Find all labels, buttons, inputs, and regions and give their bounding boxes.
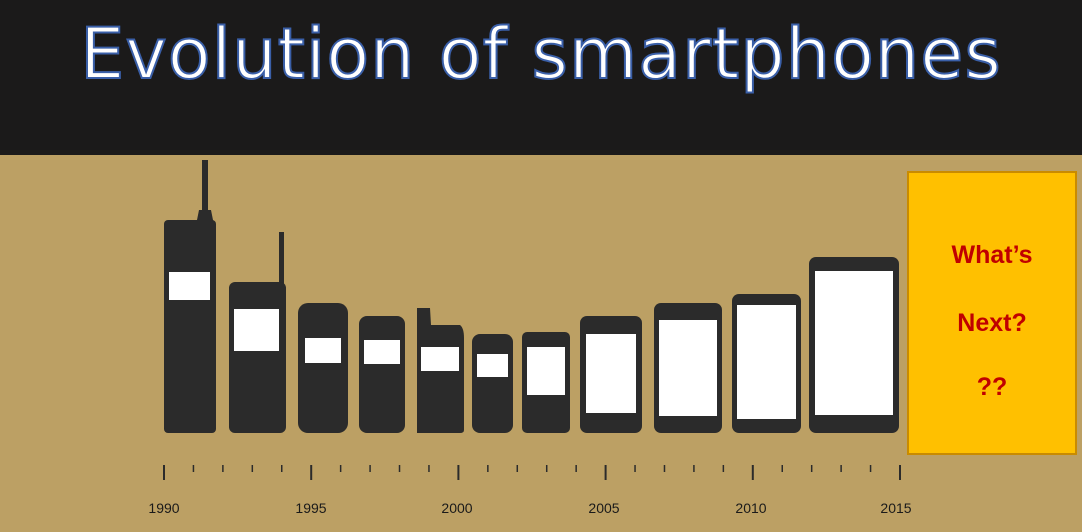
whats-next-line-1: What’s bbox=[951, 241, 1033, 269]
phone-2000 bbox=[417, 308, 464, 433]
year-label-1990: 1990 bbox=[148, 500, 180, 516]
whats-next-line-3: ?? bbox=[976, 373, 1008, 401]
whats-next-box: What’s Next? ?? bbox=[907, 171, 1077, 455]
phone-2007 bbox=[580, 316, 642, 433]
year-label-1995: 1995 bbox=[295, 500, 327, 516]
phone-2001 bbox=[472, 334, 513, 433]
year-label-2000: 2000 bbox=[441, 500, 473, 516]
phone-1993 bbox=[229, 232, 286, 433]
year-label-2015: 2015 bbox=[880, 500, 912, 516]
phone-2012 bbox=[732, 294, 801, 433]
phone-2009 bbox=[654, 303, 722, 433]
phone-2003 bbox=[522, 332, 570, 433]
phone-2015 bbox=[809, 257, 899, 433]
whats-next-line-2: Next? bbox=[957, 309, 1027, 337]
page-title: Evolution of smartphones bbox=[79, 12, 1002, 96]
year-label-2005: 2005 bbox=[588, 500, 620, 516]
phone-1998 bbox=[359, 316, 405, 433]
phone-1990-brick bbox=[164, 160, 216, 433]
title-banner: Evolution of smartphones bbox=[0, 0, 1082, 155]
year-label-2010: 2010 bbox=[735, 500, 767, 516]
timeline-axis bbox=[163, 465, 901, 480]
phone-1996 bbox=[298, 303, 348, 433]
